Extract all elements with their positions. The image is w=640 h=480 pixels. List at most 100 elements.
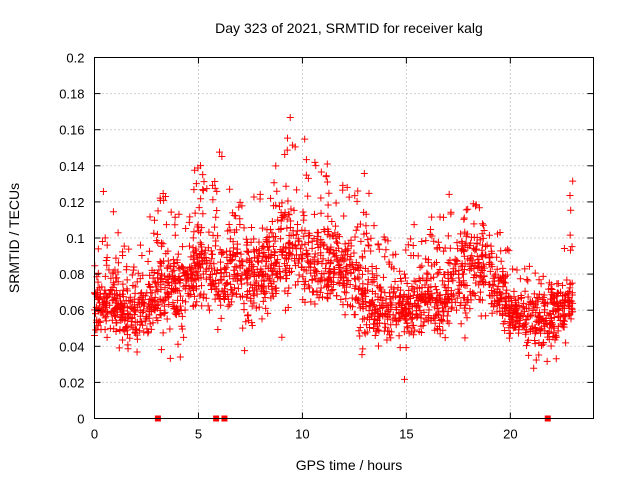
data-point [266,276,274,284]
data-point [554,280,562,288]
data-point [493,302,501,310]
data-point [149,296,157,304]
data-point [264,254,272,262]
data-point [372,265,380,273]
data-point [340,273,348,281]
data-point [163,315,171,323]
data-point [263,243,271,251]
data-point [178,325,186,333]
data-point [392,250,400,258]
y-tick-label: 0.16 [59,123,84,138]
data-point [431,283,439,291]
data-point [193,298,201,306]
data-point [197,241,205,249]
data-point [311,253,319,261]
data-point [189,302,197,310]
data-point [512,303,520,311]
data-point [559,310,567,318]
data-point [253,290,261,298]
data-point [371,331,379,339]
data-point [122,297,130,305]
data-point [530,303,538,311]
data-point [396,267,404,275]
data-point [359,345,367,353]
data-point [460,304,468,312]
data-point [323,283,331,291]
data-point [123,285,131,293]
data-point [191,264,199,272]
data-point [267,194,275,202]
data-point [174,340,182,348]
data-point [447,210,455,218]
data-point [171,221,179,229]
data-point [427,293,435,301]
data-point [497,290,505,298]
data-point [223,253,231,261]
data-point [250,254,258,262]
x-tick-label: 0 [91,427,98,442]
data-point [268,229,276,237]
data-point [485,231,493,239]
data-point [141,317,149,325]
data-point [440,281,448,289]
data-point [482,242,490,250]
data-point [300,277,308,285]
data-point [153,230,161,238]
data-point [361,328,369,336]
data-point [262,304,270,312]
data-point [442,303,450,311]
data-point [522,328,530,336]
data-point [292,251,300,259]
data-point [487,300,495,308]
data-point [94,269,102,277]
data-point [345,193,353,201]
data-point [566,310,574,318]
data-point [532,327,540,335]
data-point [515,323,523,331]
data-point [361,264,369,272]
data-point [358,351,366,359]
data-point [307,269,315,277]
data-point [353,197,361,205]
data-point [267,294,275,302]
data-point [233,245,241,253]
data-point [443,295,451,303]
data-point [350,249,358,257]
data-point [337,295,345,303]
data-point [164,257,172,265]
data-point [340,257,348,265]
data-point [554,327,562,335]
data-point [210,260,218,268]
data-point [317,249,325,257]
data-point [308,276,316,284]
data-point [326,273,334,281]
data-point [227,280,235,288]
data-point [400,375,408,383]
data-point [283,255,291,263]
data-point [464,296,472,304]
data-point [223,279,231,287]
data-point [320,240,328,248]
data-point [380,302,388,310]
data-point [242,318,250,326]
data-point [341,288,348,296]
data-point [114,278,122,286]
data-point [381,310,389,318]
data-point [247,257,255,265]
data-point [404,299,412,307]
data-point [253,265,261,273]
data-point [139,321,147,329]
data-point [354,223,362,231]
data-point [159,190,167,198]
data-point [376,293,384,301]
data-point [362,210,370,218]
data-point [435,308,443,316]
data-point [187,277,195,285]
data-point [114,268,122,276]
data-point [365,307,373,315]
data-point [243,247,251,255]
data-point [368,270,376,278]
data-point [250,235,258,243]
data-point [470,220,478,228]
